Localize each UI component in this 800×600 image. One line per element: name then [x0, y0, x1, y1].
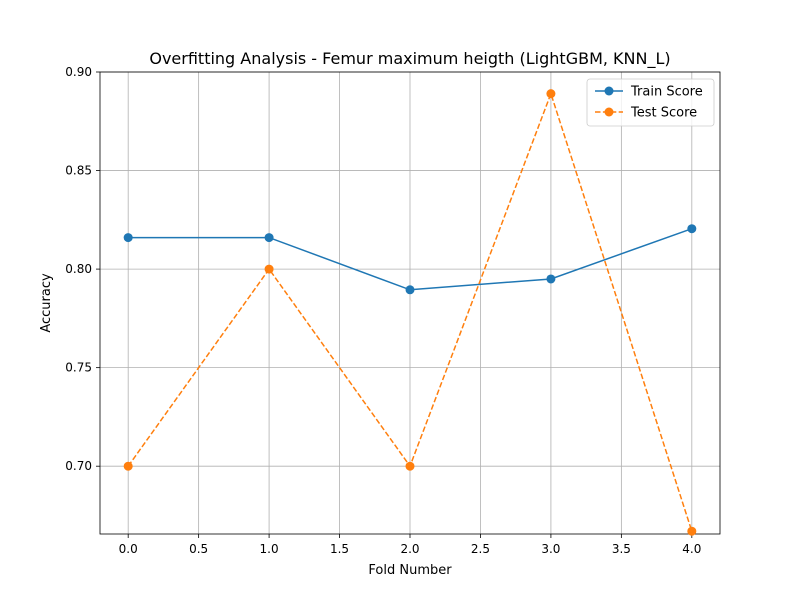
series-0-point-2: [405, 285, 415, 295]
series-0-point-0: [123, 233, 133, 243]
series-0-point-1: [264, 233, 274, 243]
y-tick-label-4: 0.90: [65, 65, 92, 79]
x-tick-label-5: 2.5: [471, 542, 490, 556]
x-tick-label-6: 3.0: [541, 542, 560, 556]
series-1-point-0: [123, 461, 133, 471]
y-tick-label-2: 0.80: [65, 262, 92, 276]
legend-label-1: Test Score: [630, 106, 697, 121]
series-1-point-3: [546, 89, 556, 99]
x-tick-label-2: 1.0: [260, 542, 279, 556]
series-0-point-3: [546, 274, 556, 284]
x-tick-label-0: 0.0: [119, 542, 138, 556]
y-tick-label-0: 0.70: [65, 459, 92, 473]
y-tick-label-3: 0.85: [65, 164, 92, 178]
series-1-point-1: [264, 264, 274, 274]
x-axis-label: Fold Number: [368, 563, 452, 578]
chart-title: Overfitting Analysis - Femur maximum hei…: [149, 49, 670, 69]
x-tick-label-1: 0.5: [189, 542, 208, 556]
x-tick-label-7: 3.5: [612, 542, 631, 556]
series-group: [123, 89, 697, 536]
x-ticks: 0.0 0.5 1.0 1.5 2.0 2.5 3.0 3.5 4.0: [119, 534, 701, 556]
legend-marker-1: [604, 107, 614, 117]
y-axis-label: Accuracy: [39, 273, 54, 333]
x-tick-label-3: 1.5: [330, 542, 349, 556]
y-ticks: 0.70 0.75 0.80 0.85 0.90: [65, 65, 100, 473]
legend: Train Score Test Score: [586, 78, 715, 127]
x-tick-label-8: 4.0: [682, 542, 701, 556]
legend-label-0: Train Score: [630, 85, 703, 100]
series-1-point-4: [687, 526, 697, 536]
x-tick-label-4: 2.0: [400, 542, 419, 556]
series-0-point-4: [687, 224, 697, 234]
y-tick-label-1: 0.75: [65, 361, 92, 375]
legend-marker-0: [604, 86, 614, 96]
series-1-point-2: [405, 461, 415, 471]
